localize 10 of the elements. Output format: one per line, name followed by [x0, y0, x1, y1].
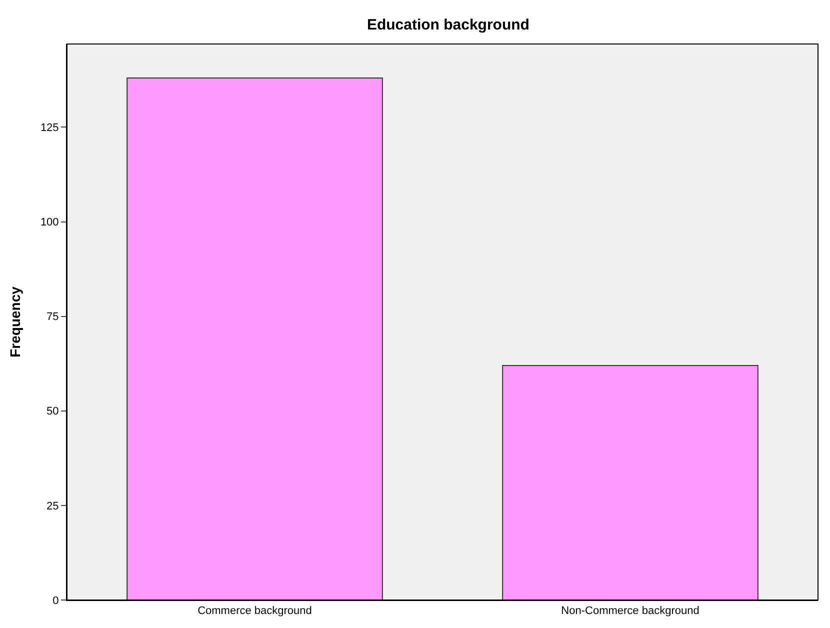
y-tick-label: 25 — [46, 500, 59, 512]
x-tick-label: Non-Commerce background — [561, 605, 700, 618]
chart-title: Education background — [366, 16, 530, 34]
y-tick-label: 0 — [52, 594, 59, 607]
y-tick-label: 50 — [46, 406, 59, 418]
y-tick-label: 100 — [40, 216, 59, 229]
y-tick-label: 125 — [40, 122, 59, 134]
y-axis-title: Frequency — [7, 286, 24, 358]
x-tick-label: Commerce background — [198, 605, 312, 618]
y-tick-label: 75 — [46, 311, 59, 324]
